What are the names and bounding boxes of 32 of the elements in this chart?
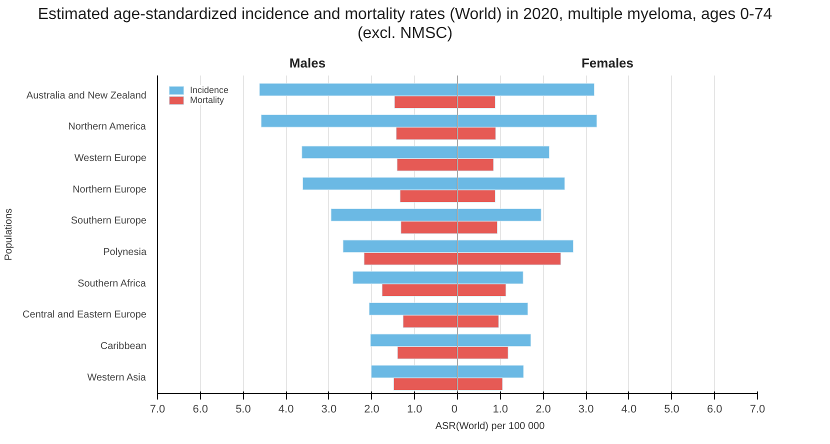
x-tick-label: 6.0	[192, 404, 208, 416]
x-tick-label: 2.0	[364, 404, 380, 416]
y-tick-label: Western Europe	[74, 153, 147, 164]
y-tick-label: Western Asia	[87, 372, 146, 384]
x-tick-label: 4.0	[621, 404, 637, 416]
y-tick-label: Southern Africa	[78, 278, 146, 290]
y-tick-label: Polynesia	[103, 247, 147, 258]
legend-label: Incidence	[190, 85, 229, 95]
x-tick-label: 5.0	[664, 404, 680, 416]
x-tick-label: 3.0	[578, 404, 594, 416]
x-tick-label: 6.0	[706, 404, 722, 416]
chart-title: Estimated age-standardized incidence and mortality rates (World) in 2020, multiple myeloma, ages 0-74 (excl. NMSC)	[38, 5, 772, 43]
y-tick-label: Caribbean	[100, 341, 147, 352]
y-tick-label: Central and Eastern Europe	[22, 310, 147, 321]
legend-label: Mortality	[190, 95, 224, 105]
x-tick-label: 2.0	[536, 404, 551, 416]
x-tick-label: 4.0	[278, 404, 294, 416]
y-axis-title: Populations	[4, 208, 15, 261]
chart-subtitle: Males	[289, 56, 326, 70]
x-tick-label: 0	[451, 404, 458, 416]
y-tick-label: Southern Europe	[70, 216, 147, 227]
y-tick-label: Northern Europe	[72, 184, 147, 196]
x-tick-label: 1.0	[406, 404, 422, 416]
x-tick-label: 7.0	[150, 404, 166, 416]
x-tick-label: 1.0	[492, 404, 508, 416]
chart-subtitle: Females	[581, 56, 634, 70]
x-tick-label: 7.0	[750, 404, 766, 416]
x-tick-label: 5.0	[236, 404, 251, 416]
y-tick-label: Australia and New Zealand	[26, 90, 147, 102]
y-tick-label: Northern America	[68, 122, 146, 133]
x-tick-label: 3.0	[321, 404, 337, 416]
x-axis-title: ASR(World) per 100 000	[435, 420, 545, 434]
